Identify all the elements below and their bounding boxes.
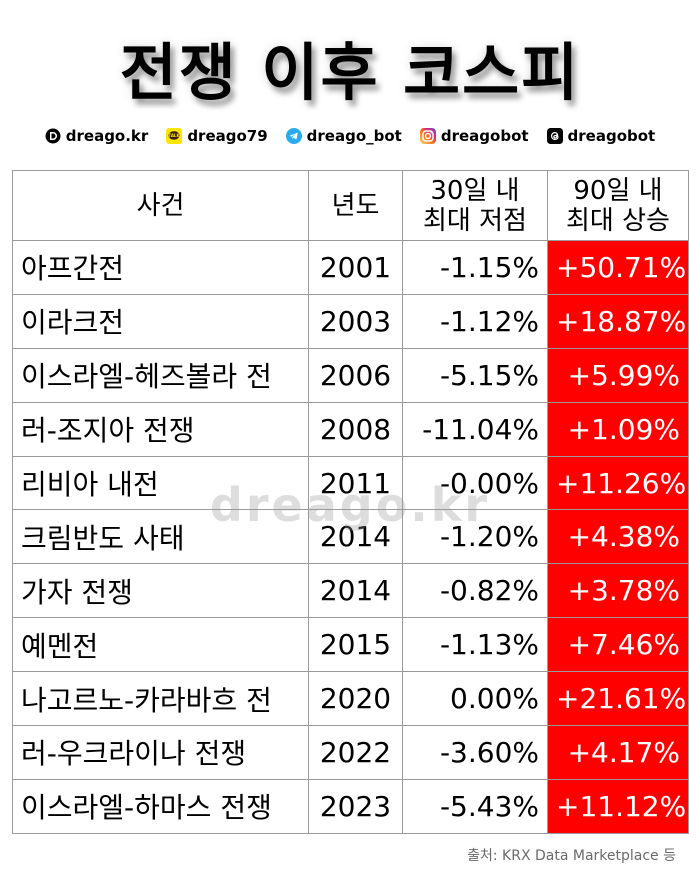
low-cell: -5.43% bbox=[402, 778, 548, 834]
social-handle: dreagobot bbox=[440, 127, 529, 145]
header-year: 년도 bbox=[308, 170, 403, 241]
table-row: 러-우크라이나 전쟁 2022 -3.60% +4.17% bbox=[12, 725, 689, 780]
website-logo-icon bbox=[45, 128, 61, 144]
event-cell: 이스라엘-헤즈볼라 전 bbox=[12, 347, 309, 403]
low-cell: -3.60% bbox=[402, 725, 548, 780]
year-cell: 2015 bbox=[308, 617, 403, 673]
svg-text:TALK: TALK bbox=[169, 133, 181, 138]
year-cell: 2011 bbox=[308, 455, 403, 511]
year-cell: 2022 bbox=[308, 725, 403, 780]
rise-cell: +11.12% bbox=[547, 778, 689, 834]
social-link-website[interactable]: dreago.kr bbox=[45, 127, 149, 145]
event-cell: 이스라엘-하마스 전쟁 bbox=[12, 778, 309, 834]
header-90day-rise-line1: 90일 내 bbox=[573, 175, 663, 206]
low-cell: -11.04% bbox=[402, 401, 548, 457]
table-row: 가자 전쟁 2014 -0.82% +3.78% bbox=[12, 563, 689, 619]
year-cell: 2001 bbox=[308, 240, 403, 295]
instagram-icon bbox=[419, 128, 436, 144]
social-link-telegram[interactable]: dreago_bot bbox=[285, 127, 402, 145]
event-cell: 러-조지아 전쟁 bbox=[12, 401, 309, 457]
table-row: 이라크전 2003 -1.12% +18.87% bbox=[12, 293, 689, 349]
table-header-row: 사건 년도 30일 내 최대 저점 90일 내 최대 상승 bbox=[12, 170, 689, 241]
rise-cell: +3.78% bbox=[547, 563, 689, 619]
social-handle: dreago_bot bbox=[306, 127, 402, 145]
social-handle: dreago79 bbox=[187, 127, 268, 145]
event-cell: 가자 전쟁 bbox=[12, 563, 309, 619]
year-cell: 2020 bbox=[308, 671, 403, 727]
page-title: 전쟁 이후 코스피 bbox=[119, 36, 581, 109]
table-row: 이스라엘-하마스 전쟁 2023 -5.43% +11.12% bbox=[12, 778, 689, 834]
low-cell: -1.20% bbox=[402, 509, 548, 565]
year-cell: 2023 bbox=[308, 778, 403, 834]
year-cell: 2014 bbox=[308, 509, 403, 565]
source-note: 출처: KRX Data Marketplace 등 bbox=[467, 848, 676, 864]
header-event: 사건 bbox=[12, 170, 309, 241]
rise-cell: +7.46% bbox=[547, 617, 689, 673]
table-row: 이스라엘-헤즈볼라 전 2006 -5.15% +5.99% bbox=[12, 347, 689, 403]
low-cell: -5.15% bbox=[402, 347, 548, 403]
telegram-icon bbox=[285, 128, 302, 144]
rise-cell: +11.26% bbox=[547, 455, 689, 511]
rise-cell: +18.87% bbox=[547, 293, 689, 349]
low-cell: -0.82% bbox=[402, 563, 548, 619]
year-cell: 2006 bbox=[308, 347, 403, 403]
social-link-threads[interactable]: dreagobot bbox=[546, 127, 656, 145]
kakaotalk-icon: TALK bbox=[166, 128, 183, 144]
social-link-instagram[interactable]: dreagobot bbox=[419, 127, 529, 145]
event-cell: 러-우크라이나 전쟁 bbox=[12, 725, 309, 780]
header-90day-rise-line2: 최대 상승 bbox=[566, 205, 670, 236]
social-handle: dreagobot bbox=[567, 127, 656, 145]
social-handle: dreago.kr bbox=[65, 127, 149, 145]
header-30day-low-line1: 30일 내 bbox=[430, 175, 520, 206]
year-cell: 2008 bbox=[308, 401, 403, 457]
year-cell: 2014 bbox=[308, 563, 403, 619]
table-row: 나고르노-카라바흐 전 2020 0.00% +21.61% bbox=[12, 671, 689, 727]
header-90day-rise: 90일 내 최대 상승 bbox=[547, 170, 689, 241]
low-cell: -1.15% bbox=[402, 240, 548, 295]
event-cell: 예멘전 bbox=[12, 617, 309, 673]
rise-cell: +21.61% bbox=[547, 671, 689, 727]
social-links-bar: dreago.kr TALK dreago79 dreago_bot bbox=[0, 123, 700, 149]
rise-cell: +5.99% bbox=[547, 347, 689, 403]
rise-cell: +4.38% bbox=[547, 509, 689, 565]
table-row: 아프간전 2001 -1.15% +50.71% bbox=[12, 240, 689, 295]
header-30day-low: 30일 내 최대 저점 bbox=[402, 170, 548, 241]
table-row: 러-조지아 전쟁 2008 -11.04% +1.09% bbox=[12, 401, 689, 457]
low-cell: -1.12% bbox=[402, 293, 548, 349]
event-cell: 나고르노-카라바흐 전 bbox=[12, 671, 309, 727]
event-cell: 크림반도 사태 bbox=[12, 509, 309, 565]
kospi-war-table: 사건 년도 30일 내 최대 저점 90일 내 최대 상승 아프간전 2001 … bbox=[12, 170, 689, 834]
rise-cell: +4.17% bbox=[547, 725, 689, 780]
low-cell: -1.13% bbox=[402, 617, 548, 673]
table-row: 예멘전 2015 -1.13% +7.46% bbox=[12, 617, 689, 673]
year-cell: 2003 bbox=[308, 293, 403, 349]
social-link-kakaotalk[interactable]: TALK dreago79 bbox=[166, 127, 268, 145]
low-cell: 0.00% bbox=[402, 671, 548, 727]
event-cell: 아프간전 bbox=[12, 240, 309, 295]
rise-cell: +1.09% bbox=[547, 401, 689, 457]
low-cell: -0.00% bbox=[402, 455, 548, 511]
threads-icon bbox=[546, 128, 563, 144]
header-30day-low-line2: 최대 저점 bbox=[423, 205, 527, 236]
table-row: 크림반도 사태 2014 -1.20% +4.38% bbox=[12, 509, 689, 565]
table-row: 리비아 내전 2011 -0.00% +11.26% bbox=[12, 455, 689, 511]
event-cell: 이라크전 bbox=[12, 293, 309, 349]
event-cell: 리비아 내전 bbox=[12, 455, 309, 511]
rise-cell: +50.71% bbox=[547, 240, 689, 295]
